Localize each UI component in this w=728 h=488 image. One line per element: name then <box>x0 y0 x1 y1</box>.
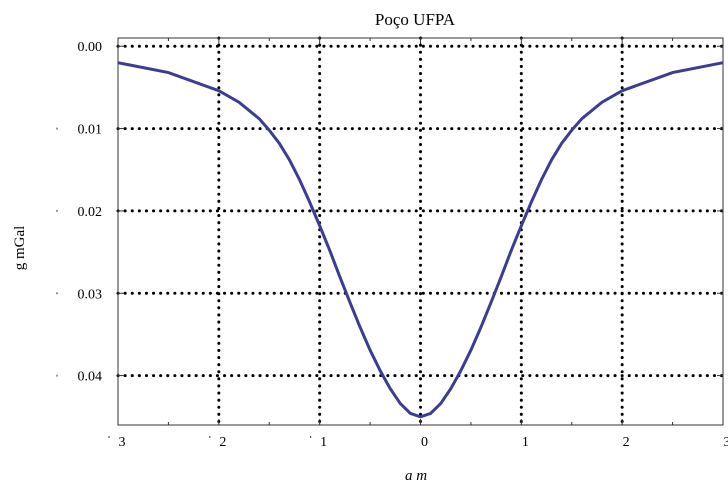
x-tick-label: 1 <box>320 435 327 450</box>
x-tick-label: 0 <box>421 435 428 450</box>
grid <box>116 36 725 427</box>
x-tick-label: 1 <box>522 435 529 450</box>
x-tick-labels: 3 2 1 0 1 2 3 <box>108 435 728 450</box>
y-tick-labels: 0.00 0.01 0.02 0.03 0.04 <box>56 40 103 385</box>
x-tick-label: 2 <box>219 435 226 450</box>
series-group <box>117 61 724 419</box>
x-tick-label: 2 <box>623 435 630 450</box>
y-tick-label: 0.04 <box>78 370 103 385</box>
x-axis-label: a m <box>405 468 427 484</box>
axis-ticks <box>117 38 724 425</box>
chart-title: Poço UFPA <box>375 10 456 29</box>
x-tick-label: 3 <box>119 435 126 450</box>
y-tick-label: 0.01 <box>78 123 103 138</box>
y-tick-label: 0.02 <box>78 205 103 220</box>
x-tick-label: 3 <box>724 435 728 450</box>
y-axis-label: g mGal <box>12 226 28 271</box>
y-tick-label: 0.00 <box>78 40 103 55</box>
series-line <box>117 61 724 419</box>
y-tick-label: 0.03 <box>78 287 103 302</box>
